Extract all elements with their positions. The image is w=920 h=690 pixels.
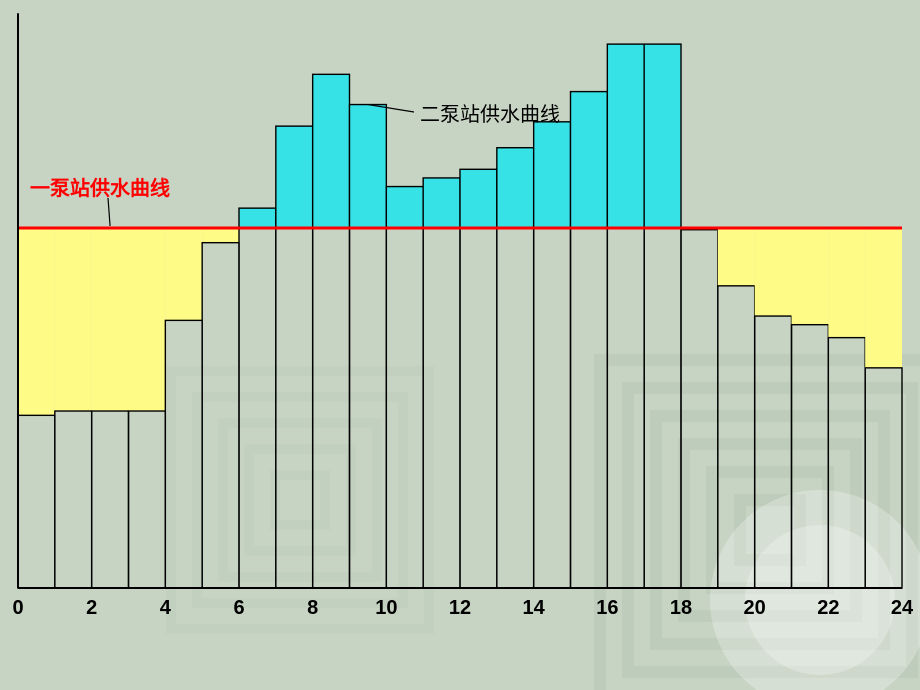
x-tick-label: 18 — [670, 597, 692, 619]
slide-root: 024681012141618202224 一泵站供水曲线 二泵站供水曲线 — [0, 0, 920, 690]
x-tick-label: 0 — [12, 597, 23, 619]
x-tick-label: 24 — [891, 597, 914, 619]
x-tick-label: 22 — [817, 597, 839, 619]
x-tick-label: 16 — [596, 597, 618, 619]
x-tick-label: 8 — [307, 597, 318, 619]
x-tick-label: 20 — [744, 597, 766, 619]
x-tick-label: 6 — [233, 597, 244, 619]
x-tick-label: 12 — [449, 597, 471, 619]
x-tick-label: 10 — [375, 597, 397, 619]
x-tick-label: 14 — [523, 597, 546, 619]
x-tick-label: 4 — [160, 597, 172, 619]
x-tick-label: 2 — [86, 597, 97, 619]
pump2-supply-label: 二泵站供水曲线 — [420, 98, 560, 127]
pump1-supply-label: 一泵站供水曲线 — [30, 172, 170, 201]
